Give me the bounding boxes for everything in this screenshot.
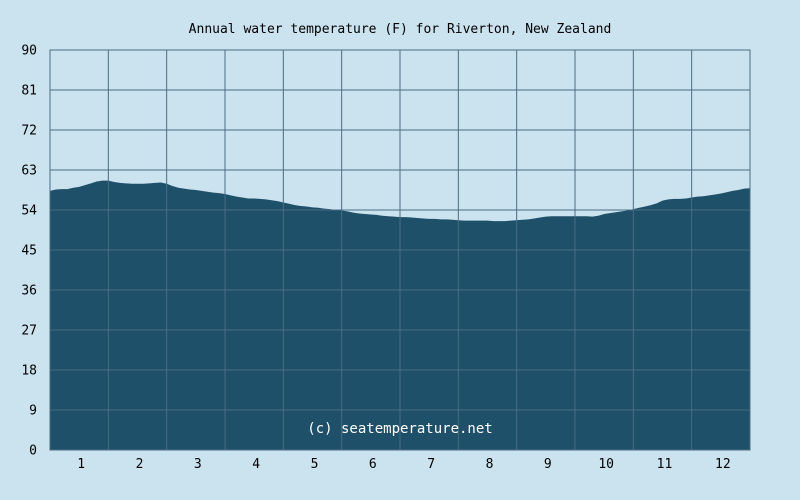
chart-title: Annual water temperature (F) for Riverto… xyxy=(189,22,612,37)
y-tick-label: 72 xyxy=(21,124,37,139)
y-tick-label: 36 xyxy=(21,284,37,299)
y-tick-label: 0 xyxy=(29,444,37,459)
y-axis-ticks: 0 9 18 27 36 45 54 63 72 81 90 xyxy=(21,44,37,459)
x-tick-label: 6 xyxy=(369,457,377,472)
x-tick-label: 1 xyxy=(77,457,85,472)
x-tick-label: 10 xyxy=(598,457,614,472)
y-tick-label: 54 xyxy=(21,204,37,219)
x-tick-label: 3 xyxy=(194,457,202,472)
y-tick-label: 27 xyxy=(21,324,37,339)
x-tick-label: 7 xyxy=(427,457,435,472)
x-tick-label: 12 xyxy=(715,457,731,472)
plot-frame xyxy=(49,49,751,451)
y-tick-label: 18 xyxy=(21,364,37,379)
y-tick-label: 63 xyxy=(21,164,37,179)
x-tick-label: 8 xyxy=(486,457,494,472)
watermark: (c) seatemperature.net xyxy=(307,421,492,437)
x-axis-ticks: 1 2 3 4 5 6 7 8 9 10 11 12 xyxy=(77,457,730,472)
x-tick-label: 5 xyxy=(311,457,319,472)
x-tick-label: 11 xyxy=(657,457,673,472)
x-tick-label: 9 xyxy=(544,457,552,472)
y-tick-label: 45 xyxy=(21,244,37,259)
x-tick-label: 4 xyxy=(252,457,260,472)
y-tick-label: 90 xyxy=(21,44,37,59)
x-tick-label: 2 xyxy=(136,457,144,472)
y-tick-label: 81 xyxy=(21,84,37,99)
y-tick-label: 9 xyxy=(29,404,37,419)
